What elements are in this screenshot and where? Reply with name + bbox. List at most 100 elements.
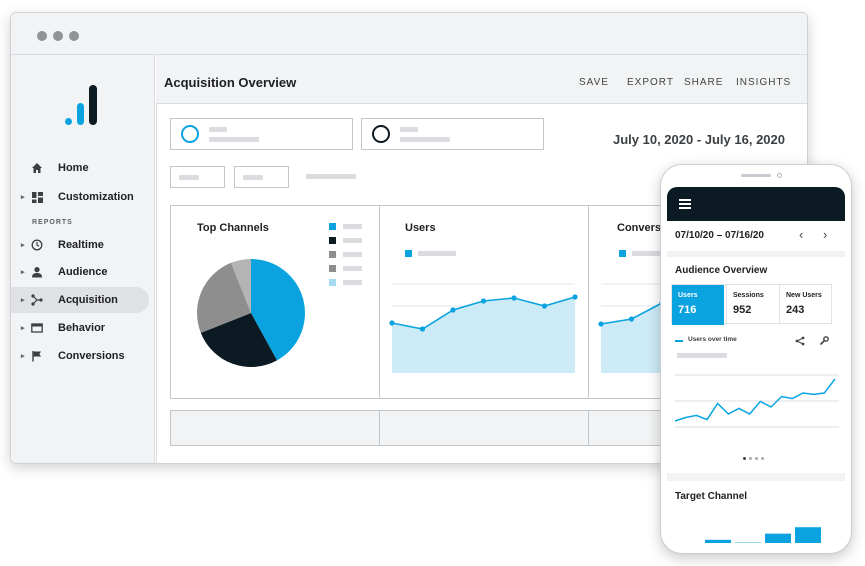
panel-top-channels: Top Channels [171, 206, 380, 398]
clock-icon [31, 239, 43, 251]
segment-placeholder [209, 137, 259, 142]
grid-icon [31, 191, 43, 203]
window-dot-maximize[interactable] [69, 31, 79, 41]
sidebar-item-customization[interactable]: ▸ Customization [11, 184, 149, 210]
home-icon [31, 162, 43, 174]
mobile-date-range[interactable]: 07/10/20 – 07/16/20 [675, 230, 764, 241]
legend-swatch [329, 237, 336, 244]
sidebar-item-audience[interactable]: ▸ Audience [11, 259, 149, 285]
legend-placeholder [343, 280, 362, 285]
metric-label: New Users [786, 292, 822, 299]
legend-swatch [329, 265, 336, 272]
data-point [598, 321, 604, 327]
date-range-picker[interactable]: July 10, 2020 - July 16, 2020 [612, 132, 785, 147]
filter-box[interactable] [234, 166, 289, 188]
save-button[interactable]: SAVE [579, 77, 609, 88]
flag-icon [31, 350, 43, 362]
caret-right-icon: ▸ [21, 242, 25, 249]
data-point [628, 316, 635, 322]
data-point [450, 307, 456, 313]
series-legend-label: Users over time [688, 336, 737, 343]
area-fill [392, 297, 575, 373]
metric-label: Sessions [733, 292, 764, 299]
users-area-chart [389, 250, 578, 373]
data-point [389, 320, 395, 326]
bar [765, 533, 791, 543]
insights-button[interactable]: INSIGHTS [736, 77, 792, 88]
legend-placeholder [632, 251, 670, 256]
panel-title: Users [405, 222, 436, 234]
hamburger-menu-icon[interactable] [679, 199, 691, 209]
sidebar: Home ▸ Customization REPORTS ▸ Realtime … [11, 55, 155, 463]
window-titlebar [11, 13, 807, 55]
bar [705, 539, 731, 543]
sidebar-item-conversions[interactable]: ▸ Conversions [11, 343, 149, 369]
segment-card-all-users[interactable] [170, 118, 353, 150]
segment-circle-icon [372, 125, 390, 143]
mobile-date-bar: 07/10/20 – 07/16/20 ‹ › [667, 221, 845, 251]
target-channel-card: Target Channel [667, 481, 845, 543]
caret-right-icon: ▸ [21, 325, 25, 332]
phone-top-bezel [661, 165, 851, 187]
legend-swatch [405, 250, 412, 257]
share-button[interactable]: SHARE [684, 77, 724, 88]
target-channel-bar-chart [705, 527, 821, 543]
users-over-time-line-chart [674, 374, 839, 428]
audience-overview-card: Audience Overview Users 716 Sessions 952… [667, 257, 845, 473]
legend-placeholder [343, 266, 362, 271]
sidebar-item-acquisition[interactable]: ▸ Acquisition [11, 287, 149, 313]
series-legend-swatch [675, 340, 683, 342]
sidebar-item-label: Home [58, 162, 89, 174]
analytics-logo-icon [65, 83, 101, 125]
placeholder-bar [677, 353, 727, 358]
sidebar-item-behavior[interactable]: ▸ Behavior [11, 315, 149, 341]
sidebar-item-label: Audience [58, 266, 108, 278]
caret-right-icon: ▸ [21, 353, 25, 360]
audience-overview-title: Audience Overview [675, 265, 768, 276]
chevron-right-icon[interactable]: › [823, 227, 828, 242]
data-point [480, 298, 487, 304]
share-icon[interactable] [795, 333, 805, 351]
legend-placeholder [343, 252, 362, 257]
data-point [572, 294, 578, 300]
legend-placeholder [343, 238, 362, 243]
sidebar-item-label: Customization [58, 191, 134, 203]
window-dot-close[interactable] [37, 31, 47, 41]
legend-swatch [329, 223, 336, 230]
filter-box[interactable] [170, 166, 225, 188]
legend-placeholder [343, 224, 362, 229]
sidebar-item-label: Conversions [58, 350, 125, 362]
segment-placeholder [209, 127, 227, 132]
metric-sessions[interactable]: Sessions 952 [726, 285, 778, 325]
page-title: Acquisition Overview [164, 75, 297, 90]
sidebar-item-home[interactable]: Home [11, 155, 149, 181]
data-point [541, 303, 548, 309]
top-channels-pie-chart [197, 223, 362, 367]
metric-new-users[interactable]: New Users 243 [779, 285, 831, 325]
export-button[interactable]: EXPORT [627, 77, 674, 88]
metric-users[interactable]: Users 716 [672, 285, 724, 325]
chevron-left-icon[interactable]: ‹ [799, 227, 804, 242]
data-point [419, 326, 426, 332]
caret-right-icon: ▸ [21, 269, 25, 276]
caret-right-icon: ▸ [21, 194, 25, 201]
pie-slice [200, 313, 278, 367]
sidebar-item-realtime[interactable]: ▸ Realtime [11, 232, 149, 258]
legend-placeholder [418, 251, 456, 256]
mobile-device: 07/10/20 – 07/16/20 ‹ › Audience Overvie… [660, 164, 852, 554]
acquisition-icon [31, 294, 43, 306]
segment-card-add[interactable] [361, 118, 544, 150]
bar [795, 527, 821, 543]
window-dot-minimize[interactable] [53, 31, 63, 41]
metric-value: 716 [678, 304, 697, 316]
pie-slice [251, 259, 305, 361]
wrench-icon[interactable] [819, 333, 829, 351]
behavior-icon [31, 322, 43, 334]
legend-swatch [619, 250, 626, 257]
metric-value: 243 [786, 304, 805, 316]
metric-value: 952 [733, 304, 752, 316]
segment-placeholder [400, 127, 418, 132]
data-point [511, 295, 517, 301]
pagination-dots[interactable] [743, 457, 764, 460]
filter-placeholder [179, 175, 199, 180]
